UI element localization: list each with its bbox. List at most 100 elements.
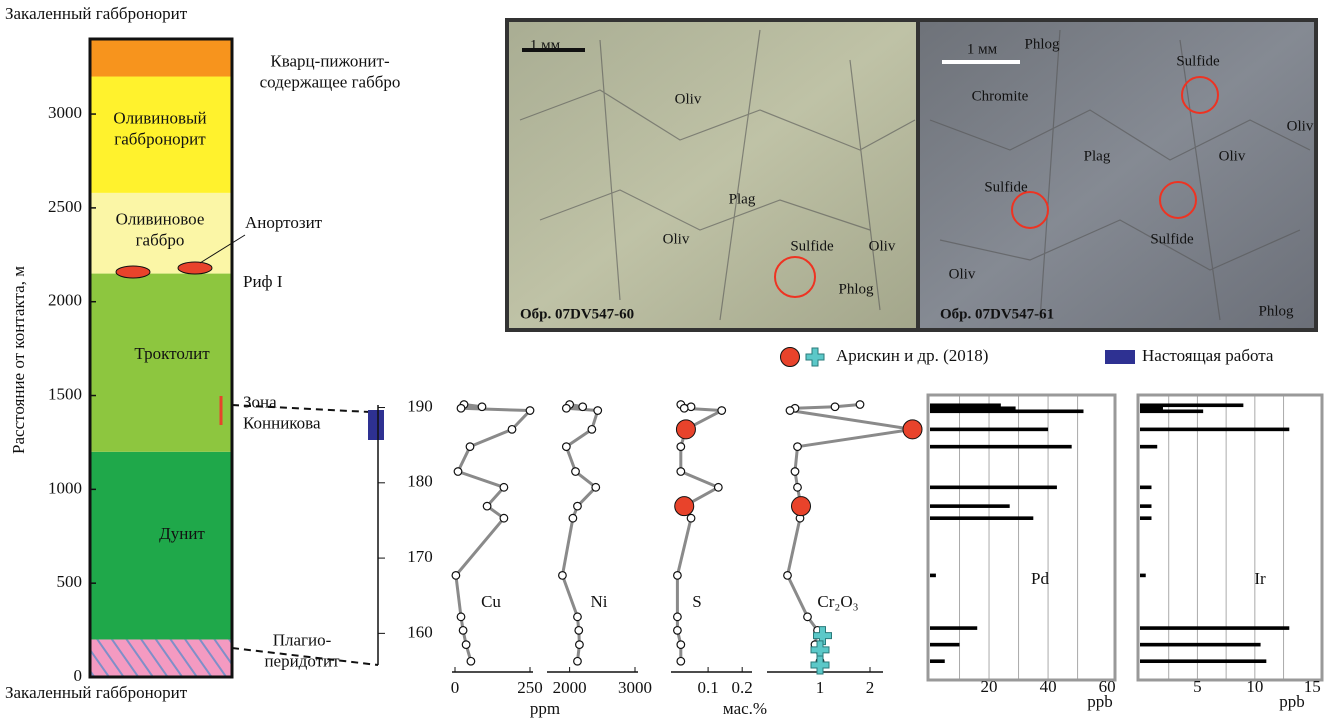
sample-point — [467, 657, 475, 665]
sample-point — [466, 443, 474, 451]
sample-point — [559, 572, 567, 580]
bar — [1140, 659, 1266, 663]
sample-point — [594, 407, 602, 415]
sample-point — [677, 657, 685, 665]
y-tick-label: 180 — [407, 472, 433, 491]
x-axis-title: ppb — [1087, 692, 1113, 711]
sample-point — [680, 404, 688, 412]
x-tick-label: 250 — [517, 678, 543, 697]
sample-point — [457, 613, 465, 621]
sample-point — [674, 613, 682, 621]
x-tick-label: 5 — [1193, 677, 1202, 696]
sample-point — [791, 468, 799, 476]
micrograph-label: Sulfide — [1176, 53, 1220, 69]
bar — [930, 643, 960, 647]
layer-name: Дунит — [159, 524, 205, 543]
micrograph-label: Phlog — [1024, 36, 1060, 52]
figure: Закаленный габброноритЗакаленный габброн… — [0, 0, 1343, 723]
bar — [1140, 516, 1151, 520]
sample-point — [574, 502, 582, 510]
sample-point — [794, 484, 802, 492]
profile-line — [677, 405, 721, 662]
sample-point — [574, 613, 582, 621]
micrograph-label: Sulfide — [984, 179, 1028, 195]
sample-point — [462, 641, 470, 649]
anorthosite-lens — [178, 262, 212, 274]
sample-point — [454, 468, 462, 476]
layer-name: Плагио-перидотит — [264, 630, 340, 670]
bar — [1140, 626, 1289, 630]
micrograph-label: Phlog — [1258, 303, 1294, 319]
sample-point — [794, 443, 802, 451]
micrograph-label: Oliv — [949, 266, 976, 282]
micrograph-label: Sulfide — [790, 238, 834, 254]
x-tick-label: 40 — [1040, 677, 1057, 696]
sample-point — [452, 572, 460, 580]
x-tick-label: 1 — [816, 678, 825, 697]
sample-point — [500, 484, 508, 492]
panel-label: Cr₂O₃ — [817, 592, 858, 611]
sample-point — [483, 502, 491, 510]
reference-point — [675, 497, 694, 516]
y-axis-title: Расстояние от контакта, м — [9, 266, 28, 454]
sample-point — [563, 404, 571, 412]
sample-point — [831, 403, 839, 411]
micrograph-label: Oliv — [1287, 118, 1314, 134]
layer-name-line: габбронорит — [114, 129, 206, 148]
bar — [1140, 504, 1151, 508]
micrograph-label: Oliv — [675, 91, 702, 107]
sample-point — [457, 404, 465, 412]
annotation: Анортозит — [245, 213, 323, 232]
micrograph-label: 1 мм — [530, 37, 561, 53]
bar — [1140, 428, 1289, 432]
sample-point — [576, 641, 584, 649]
panel-label: Ni — [591, 592, 608, 611]
bar — [930, 626, 977, 630]
bar — [1140, 409, 1203, 413]
sample-point — [715, 484, 723, 492]
panel-frame — [928, 395, 1115, 680]
bar — [930, 659, 945, 663]
profile-line — [456, 405, 530, 662]
reference-point — [903, 420, 922, 439]
micrograph-label: Обр. 07DV547-61 — [940, 306, 1054, 322]
studied-interval — [368, 410, 384, 440]
y-tick-label: 1000 — [48, 478, 82, 497]
layer-name-line: Дунит — [159, 524, 205, 543]
x-axis-title: ppm — [530, 699, 560, 718]
sample-point — [459, 627, 467, 635]
legend-marker — [781, 348, 800, 367]
panel-label: Cu — [481, 592, 501, 611]
x-axis-title: мас.% — [723, 699, 767, 718]
sample-point — [687, 514, 695, 522]
sample-point — [784, 572, 792, 580]
sample-point — [478, 403, 486, 411]
x-axis-title: ppb — [1279, 692, 1305, 711]
bar — [930, 428, 1048, 432]
sample-point — [563, 443, 571, 451]
layer — [90, 639, 232, 677]
sample-point — [786, 407, 794, 415]
sample-point — [569, 514, 577, 522]
y-tick-label: 500 — [57, 572, 83, 591]
bar — [1140, 445, 1157, 449]
y-tick-label: 2000 — [48, 291, 82, 310]
panel-label: S — [692, 592, 701, 611]
panel-label: Ir — [1254, 569, 1266, 588]
sample-point — [579, 403, 587, 411]
sample-point — [574, 657, 582, 665]
layer-name-line: Оливиновое — [116, 209, 205, 228]
x-tick-label: 2 — [866, 678, 875, 697]
x-tick-label: 0.1 — [697, 678, 718, 697]
y-tick-label: 170 — [407, 547, 433, 566]
anorthosite-lens — [116, 266, 150, 278]
layer-name: Троктолит — [134, 344, 210, 363]
annotation-line: Конникова — [243, 413, 321, 432]
bar — [1140, 486, 1151, 490]
photo — [918, 20, 1316, 330]
zoom-connectors — [232, 405, 378, 665]
layer — [90, 39, 232, 77]
sample-point — [674, 627, 682, 635]
x-tick-label: 15 — [1304, 677, 1321, 696]
layer-name-line: Троктолит — [134, 344, 210, 363]
